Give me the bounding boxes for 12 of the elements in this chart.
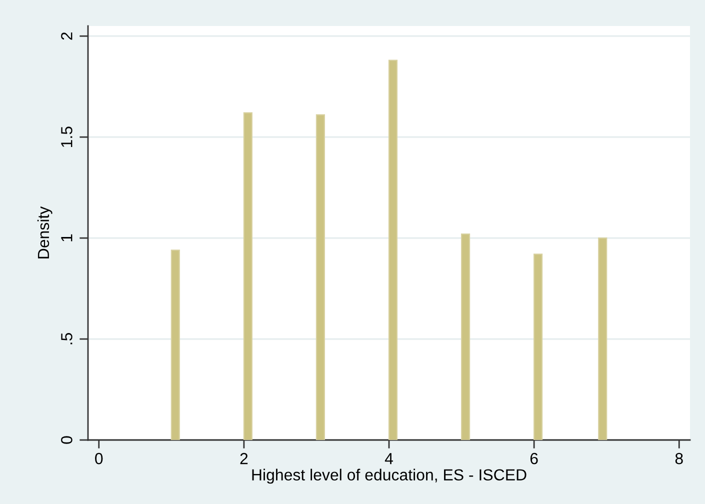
x-tick-label: 0 (95, 452, 103, 464)
x-tick-label: 2 (240, 452, 248, 464)
y-axis-title: Density (37, 206, 52, 258)
y-tick-label: 1.5 (61, 126, 72, 147)
x-tick-label: 8 (675, 452, 683, 464)
y-tick-label: 0 (61, 436, 72, 444)
x-axis-title: Highest level of education, ES - ISCED (252, 468, 526, 484)
x-tick-label: 6 (530, 452, 538, 464)
y-tick-label: 2 (61, 32, 72, 40)
y-tick-label: .5 (61, 333, 72, 344)
x-tick-label: 4 (384, 453, 393, 464)
y-tick-label: 1 (61, 234, 72, 242)
